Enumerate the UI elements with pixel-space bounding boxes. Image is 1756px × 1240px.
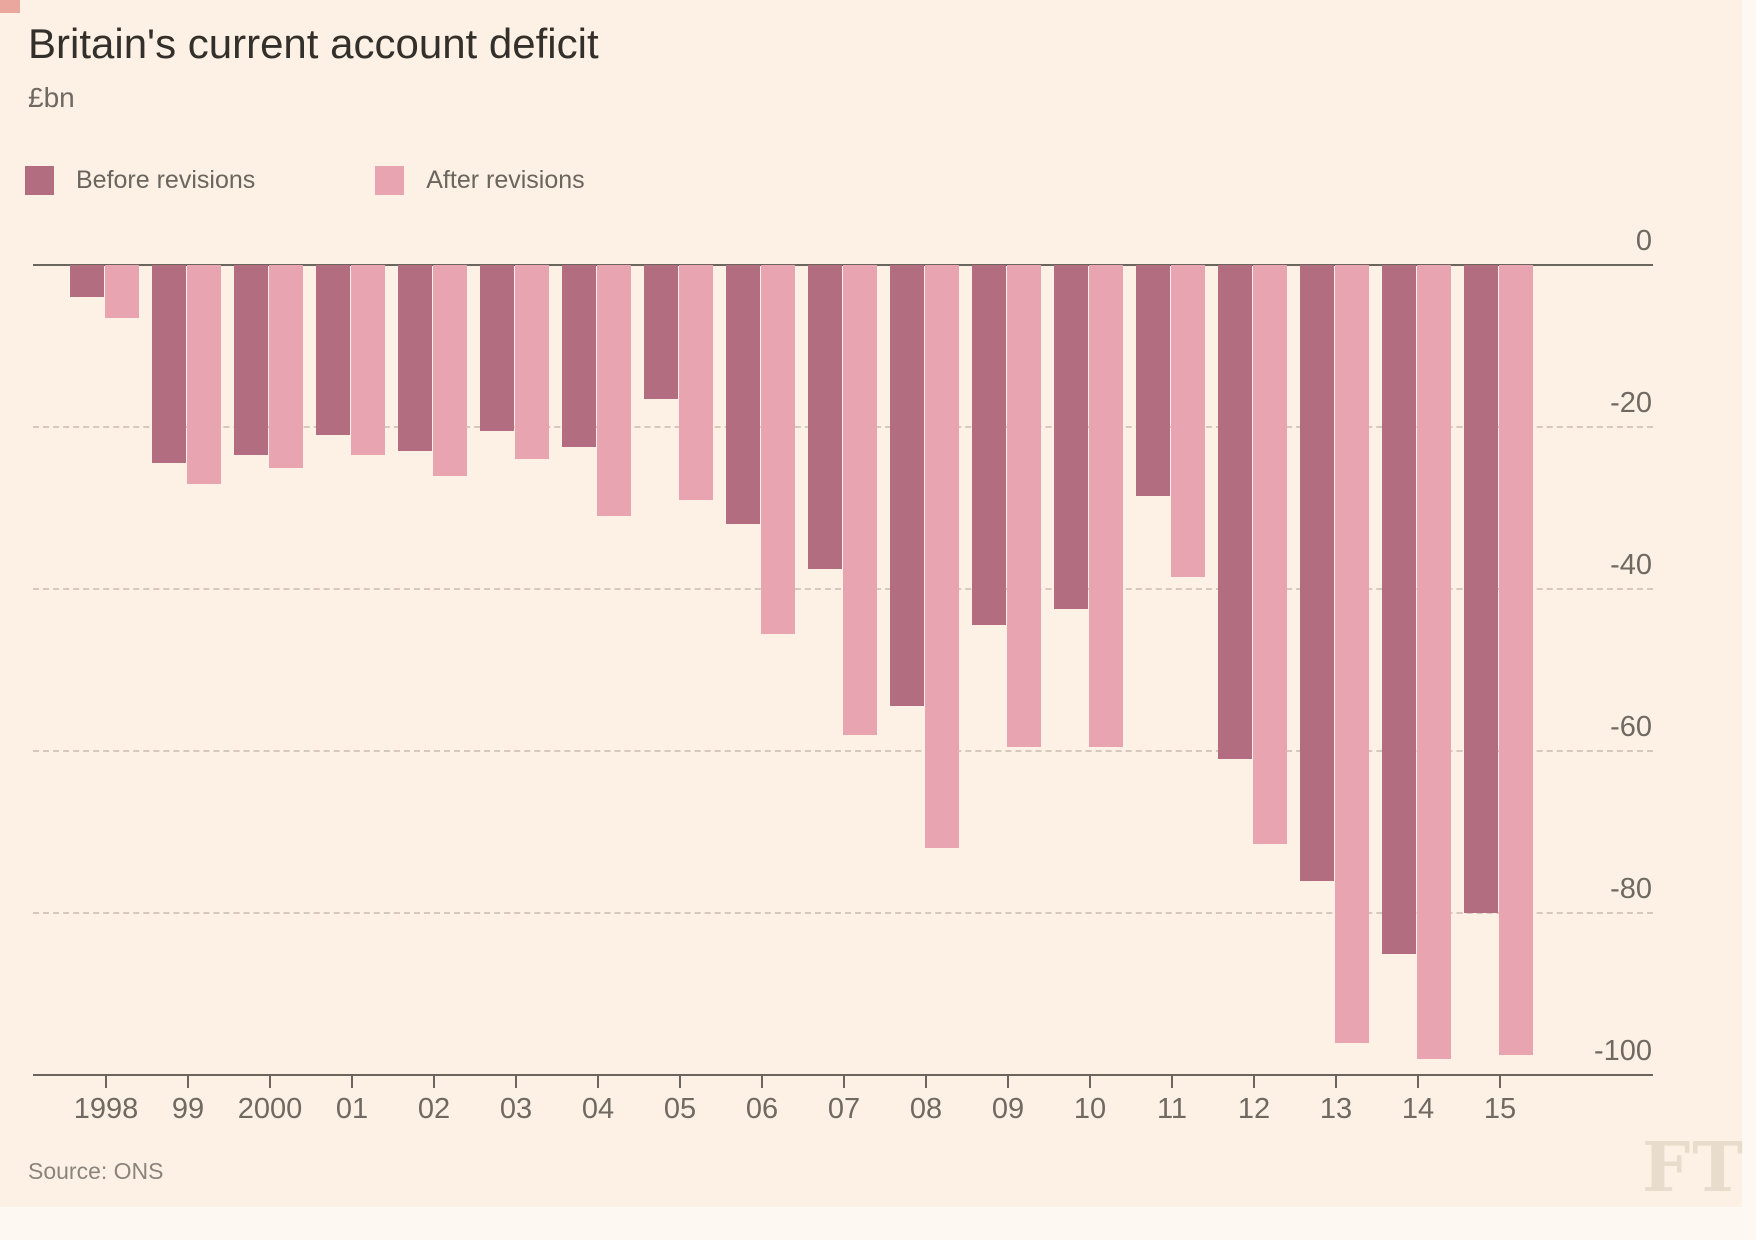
x-tick-14 [1417, 1075, 1419, 1088]
ft-watermark: FT [1642, 1128, 1745, 1208]
gridline--60 [33, 750, 1653, 752]
y-axis-label--100: -100 [1593, 1035, 1652, 1067]
before-revisions-swatch [25, 165, 54, 195]
legend-item-before-revisions: Before revisions [25, 165, 256, 195]
bar-after-02 [433, 265, 467, 476]
x-axis-label-01: 01 [335, 1093, 369, 1125]
bar-after-09 [1007, 265, 1041, 747]
bar-before-11 [1136, 265, 1170, 496]
bar-after-12 [1253, 265, 1287, 845]
bar-after-99 [187, 265, 221, 484]
x-axis-label-14: 14 [1401, 1093, 1435, 1125]
x-axis-label-07: 07 [827, 1093, 861, 1125]
bar-before-2000 [234, 265, 268, 456]
bar-after-2000 [269, 265, 303, 468]
x-axis-label-08: 08 [909, 1093, 943, 1125]
x-tick-2000 [269, 1075, 271, 1088]
bar-after-13 [1335, 265, 1369, 1043]
x-tick-15 [1499, 1075, 1501, 1088]
x-tick-12 [1253, 1075, 1255, 1088]
x-tick-02 [433, 1075, 435, 1088]
chart-title: Britain's current account deficit [28, 20, 599, 67]
x-axis-label-06: 06 [745, 1093, 779, 1125]
y-axis-label-0: 0 [1635, 225, 1652, 257]
y-axis-label--80: -80 [1610, 873, 1652, 905]
x-axis-label-10: 10 [1073, 1093, 1107, 1125]
x-axis-label-03: 03 [499, 1093, 533, 1125]
y-axis-label--40: -40 [1610, 549, 1652, 581]
bar-before-99 [152, 265, 186, 464]
bar-after-10 [1089, 265, 1123, 747]
bar-before-10 [1054, 265, 1088, 610]
x-tick-13 [1335, 1075, 1337, 1088]
source-note: Source: ONS [28, 1158, 164, 1184]
x-tick-08 [925, 1075, 927, 1088]
x-tick-04 [597, 1075, 599, 1088]
x-tick-10 [1089, 1075, 1091, 1088]
bar-before-03 [480, 265, 514, 432]
x-axis-label-2000: 2000 [237, 1093, 303, 1125]
x-tick-07 [843, 1075, 845, 1088]
bar-after-11 [1171, 265, 1205, 577]
bar-before-15 [1464, 265, 1498, 913]
bar-after-03 [515, 265, 549, 460]
bar-before-13 [1300, 265, 1334, 881]
bar-after-1998 [105, 265, 139, 318]
x-tick-03 [515, 1075, 517, 1088]
x-tick-99 [187, 1075, 189, 1088]
bar-before-1998 [70, 265, 104, 298]
x-axis-label-99: 99 [171, 1093, 205, 1125]
corner-artifact [0, 0, 20, 13]
bar-after-07 [843, 265, 877, 735]
x-axis-label-15: 15 [1483, 1093, 1517, 1125]
bar-before-08 [890, 265, 924, 707]
legend: Before revisions After revisions [25, 164, 585, 196]
x-axis-label-04: 04 [581, 1093, 615, 1125]
x-tick-01 [351, 1075, 353, 1088]
x-axis-label-13: 13 [1319, 1093, 1353, 1125]
bar-before-02 [398, 265, 432, 452]
legend-label-before: Before revisions [76, 165, 256, 194]
bar-before-14 [1382, 265, 1416, 954]
chart-unit-label: £bn [28, 82, 75, 113]
bar-before-05 [644, 265, 678, 399]
x-tick-05 [679, 1075, 681, 1088]
bar-after-04 [597, 265, 631, 517]
after-revisions-swatch [375, 165, 405, 195]
bar-chart-plot-area: 0 -20 -40 -60 -80 -100 1998 99 2000 01 02 03 04 05 06 0… [33, 225, 1653, 1125]
x-axis-label-05: 05 [663, 1093, 697, 1125]
bar-after-01 [351, 265, 385, 456]
bar-after-14 [1417, 265, 1451, 1059]
legend-item-after-revisions: After revisions [375, 165, 585, 195]
bar-after-08 [925, 265, 959, 849]
y-axis-label--60: -60 [1610, 711, 1652, 743]
bar-after-05 [679, 265, 713, 500]
bar-after-15 [1499, 265, 1533, 1055]
x-tick-06 [761, 1075, 763, 1088]
bar-before-07 [808, 265, 842, 569]
x-tick-09 [1007, 1075, 1009, 1088]
y-axis-label--20: -20 [1610, 387, 1652, 419]
x-tick-1998 [105, 1075, 107, 1088]
x-axis-label-1998: 1998 [73, 1093, 139, 1125]
x-axis-label-09: 09 [991, 1093, 1025, 1125]
x-axis-label-02: 02 [417, 1093, 451, 1125]
legend-label-after: After revisions [426, 165, 585, 194]
bar-before-04 [562, 265, 596, 448]
bar-before-09 [972, 265, 1006, 626]
bar-after-06 [761, 265, 795, 634]
gridline--80 [33, 912, 1653, 914]
chart-card: Britain's current account deficit £bn Be… [0, 0, 1745, 1208]
bar-before-01 [316, 265, 350, 436]
bar-before-12 [1218, 265, 1252, 760]
x-axis-label-11: 11 [1156, 1093, 1188, 1125]
x-tick-11 [1171, 1075, 1173, 1088]
bar-before-06 [726, 265, 760, 525]
x-axis-label-12: 12 [1237, 1093, 1271, 1125]
